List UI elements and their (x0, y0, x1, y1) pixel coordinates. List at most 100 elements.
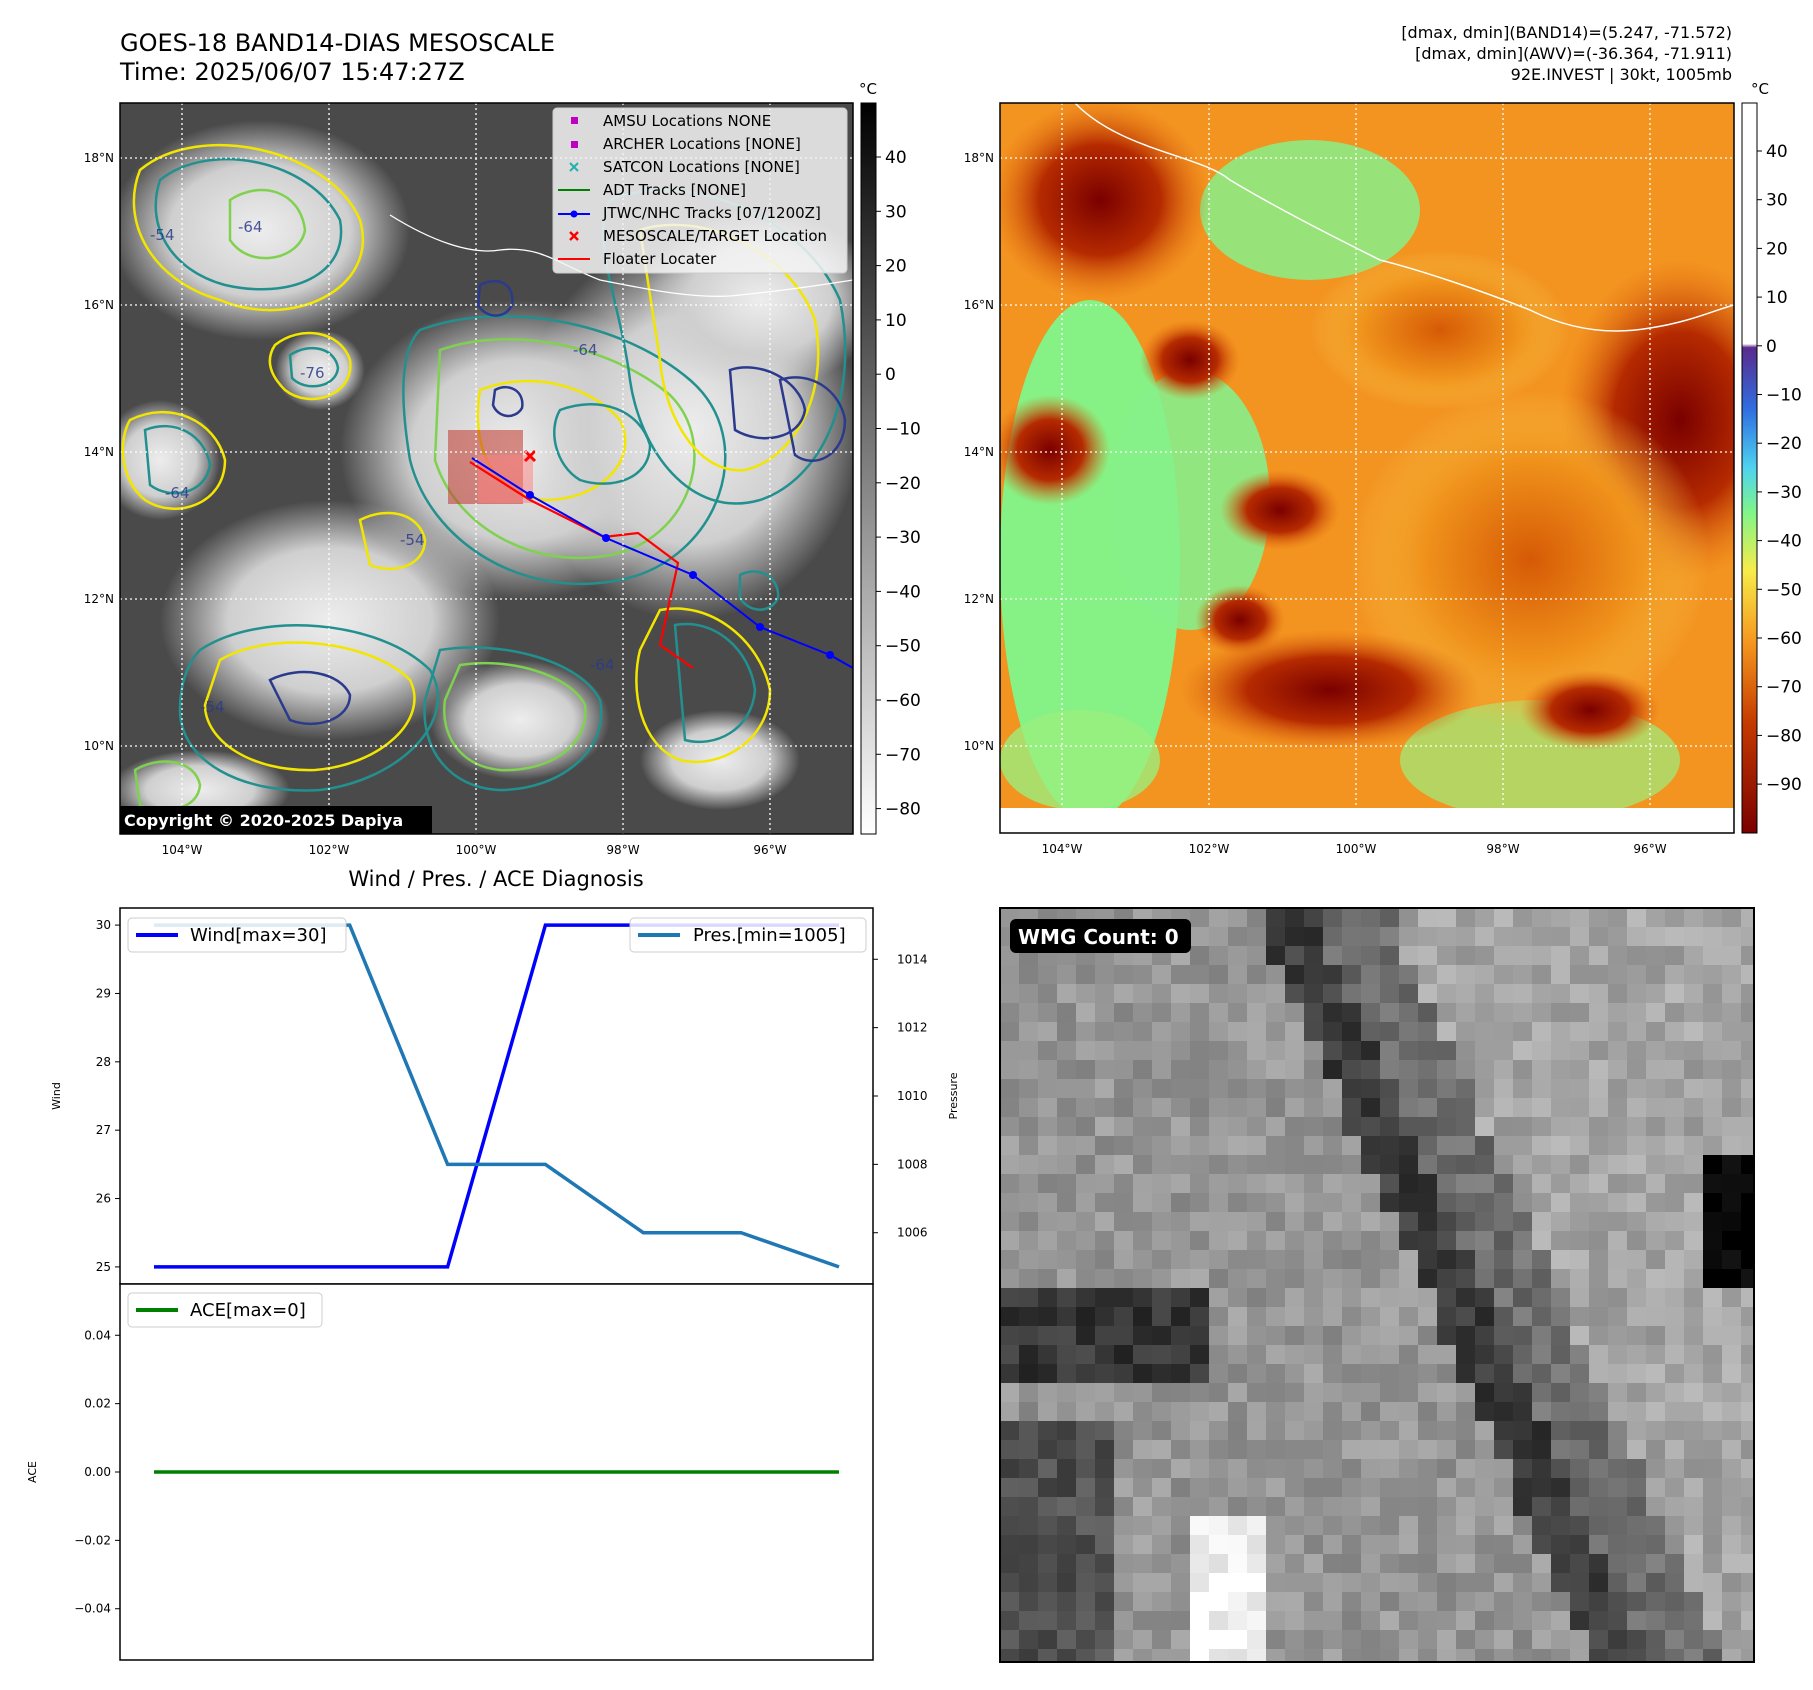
pres-tick: 1010 (897, 1089, 928, 1103)
ir-colorbar-tick: −40 (885, 582, 921, 602)
awv-colorbar-tick: −30 (1766, 483, 1802, 503)
pres-ylabel: Pressure (947, 1072, 960, 1119)
awv-map-panel: 104°W 102°W 100°W 98°W 96°W 18°N 16°N 14°N 12°N 1… (964, 102, 1735, 856)
ace-tick: 0.04 (84, 1328, 111, 1342)
awv-colorbar-tick: −80 (1766, 726, 1802, 746)
awv-colorbar-tick: 20 (1766, 239, 1788, 259)
awv-colorbar-tick: −70 (1766, 678, 1802, 698)
ir-colorbar-tick: 0 (885, 365, 896, 385)
wind-tick: 26 (96, 1192, 111, 1206)
awv-lat-tick: 12°N (964, 592, 994, 606)
ir-lat-tick: 12°N (84, 592, 114, 606)
figure-title: GOES-18 BAND14-DIAS MESOSCALE (120, 29, 555, 57)
awv-imagery (1000, 103, 1734, 833)
legend-jtwc: JTWC/NHC Tracks [07/1200Z] (602, 204, 821, 222)
awv-colorbar-tick: 40 (1766, 142, 1788, 162)
pres-tick: 1006 (897, 1226, 928, 1240)
awv-colorbar-tick: 30 (1766, 191, 1788, 211)
awv-lon-tick: 100°W (1336, 842, 1377, 856)
map-legend: AMSU Locations NONE ARCHER Locations [NO… (552, 107, 848, 274)
wind-ylabel: Wind (50, 1082, 63, 1110)
ace-tick: 0.00 (84, 1465, 111, 1479)
awv-colorbar-tick: −20 (1766, 434, 1802, 454)
ir-colorbar-tick: 40 (885, 148, 907, 168)
awv-colorbar-tick: −50 (1766, 580, 1802, 600)
diagnosis-title: Wind / Pres. / ACE Diagnosis (348, 867, 643, 891)
awv-colorbar-tick: −60 (1766, 629, 1802, 649)
contour-label: -54 (150, 226, 175, 244)
wind-tick: 25 (96, 1260, 111, 1274)
pres-tick: 1012 (897, 1021, 928, 1035)
awv-colorbar-unit: °C (1751, 80, 1769, 98)
awv-lat-tick: 10°N (964, 739, 994, 753)
ir-colorbar-unit: °C (859, 80, 877, 98)
ir-lon-tick: 102°W (309, 843, 350, 857)
ir-colorbar-tick: 10 (885, 311, 907, 331)
ir-colorbar-tick: −20 (885, 474, 921, 494)
pres-legend: Pres.[min=1005] (629, 917, 867, 953)
ir-lon-tick: 100°W (456, 843, 497, 857)
pres-tick: 1014 (897, 952, 928, 966)
legend-amsu: AMSU Locations NONE (603, 112, 771, 130)
awv-colorbar-tick: −10 (1766, 386, 1802, 406)
legend-floater: Floater Locater (603, 250, 717, 268)
ace-legend-label: ACE[max=0] (190, 1300, 306, 1321)
ir-lat-tick: 16°N (84, 298, 114, 312)
wmg-panel: WMG Count: 0 (999, 907, 1755, 1663)
ir-colorbar-tick: 30 (885, 202, 907, 222)
ir-colorbar-tick: −10 (885, 420, 921, 440)
ace-chart: 0.04 0.02 0.00 −0.02 −0.04 ACE ACE[max=0] (26, 1283, 874, 1661)
awv-colorbar-tick: 10 (1766, 288, 1788, 308)
legend-archer: ARCHER Locations [NONE] (603, 135, 801, 153)
wind-legend-label: Wind[max=30] (190, 925, 327, 946)
contour-label: -76 (300, 364, 325, 382)
ir-lat-tick: 18°N (84, 151, 114, 165)
info-storm: 92E.INVEST | 30kt, 1005mb (1511, 65, 1732, 84)
awv-lon-tick: 102°W (1189, 842, 1230, 856)
contour-label: -64 (238, 218, 263, 236)
awv-colorbar-tick: 0 (1766, 337, 1777, 357)
wind-pres-chart: 30 29 28 27 26 25 1014 1012 1010 1008 1006 Wind P… (50, 907, 960, 1285)
ir-colorbar: °C 40 30 20 10 0 −10 −20 −30 −40 −50 −60 −70 −80 (859, 80, 921, 835)
ir-colorbar-tick: −80 (885, 800, 921, 820)
figure-time: Time: 2025/06/07 15:47:27Z (119, 58, 465, 86)
wind-tick: 28 (96, 1055, 111, 1069)
ir-colorbar-tick: −30 (885, 528, 921, 548)
awv-lat-tick: 18°N (964, 151, 994, 165)
ir-lat-tick: 10°N (84, 739, 114, 753)
contour-label: -54 (400, 531, 425, 549)
awv-colorbar-tick: −40 (1766, 532, 1802, 552)
copyright-label: Copyright © 2020-2025 Dapiya (124, 811, 403, 830)
ir-lon-tick: 96°W (753, 843, 786, 857)
ir-lon-tick: 104°W (162, 843, 203, 857)
wind-tick: 30 (96, 918, 111, 932)
ir-colorbar-tick: 20 (885, 257, 907, 277)
wind-legend: Wind[max=30] (127, 917, 347, 953)
target-marker (523, 449, 537, 463)
wind-tick: 27 (96, 1123, 111, 1137)
contour-label: -54 (200, 698, 225, 716)
info-awv: [dmax, dmin](AWV)=(-36.364, -71.911) (1415, 44, 1732, 63)
ace-legend: ACE[max=0] (127, 1292, 323, 1328)
ir-colorbar-tick: −70 (885, 745, 921, 765)
legend-mesoscale: MESOSCALE/TARGET Location (603, 227, 827, 245)
wmg-count-label: WMG Count: 0 (1018, 925, 1179, 949)
ir-lon-tick: 98°W (606, 843, 639, 857)
ir-colorbar-tick: −50 (885, 637, 921, 657)
awv-lat-tick: 16°N (964, 298, 994, 312)
contour-label: -64 (165, 484, 190, 502)
pres-legend-label: Pres.[min=1005] (693, 925, 846, 946)
ace-ylabel: ACE (26, 1461, 39, 1483)
awv-colorbar-tick: −90 (1766, 775, 1802, 795)
wind-tick: 29 (96, 986, 111, 1000)
pres-tick: 1008 (897, 1157, 928, 1171)
ir-colorbar-tick: −60 (885, 691, 921, 711)
awv-lat-tick: 14°N (964, 445, 994, 459)
awv-lon-tick: 96°W (1633, 842, 1666, 856)
awv-colorbar: °C 40 30 20 10 0 −10 −20 −30 −40 −50 −60 −70 −80 −90 (1741, 80, 1802, 834)
ace-tick: −0.02 (74, 1533, 111, 1547)
contour-label: -64 (573, 341, 598, 359)
awv-lon-tick: 98°W (1486, 842, 1519, 856)
awv-lon-tick: 104°W (1042, 842, 1083, 856)
